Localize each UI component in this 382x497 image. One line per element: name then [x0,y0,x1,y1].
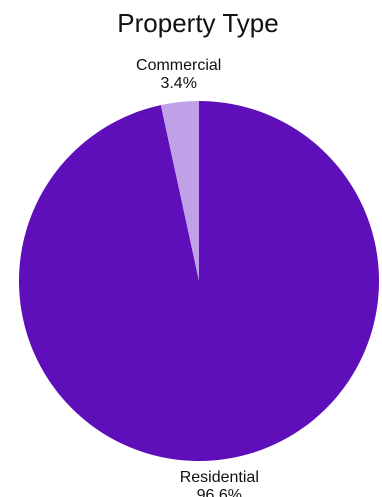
pie-slice-residential [18,101,379,461]
slice-label-commercial: Commercial [136,57,221,74]
slice-percent-residential: 96.6% [197,487,242,497]
pie-slice-commercial [160,101,199,281]
chart-title: Property Type [117,8,278,38]
slice-label-residential: Residential [180,469,259,486]
slice-percent-commercial: 3.4% [160,75,196,92]
pie-slices [18,101,379,461]
